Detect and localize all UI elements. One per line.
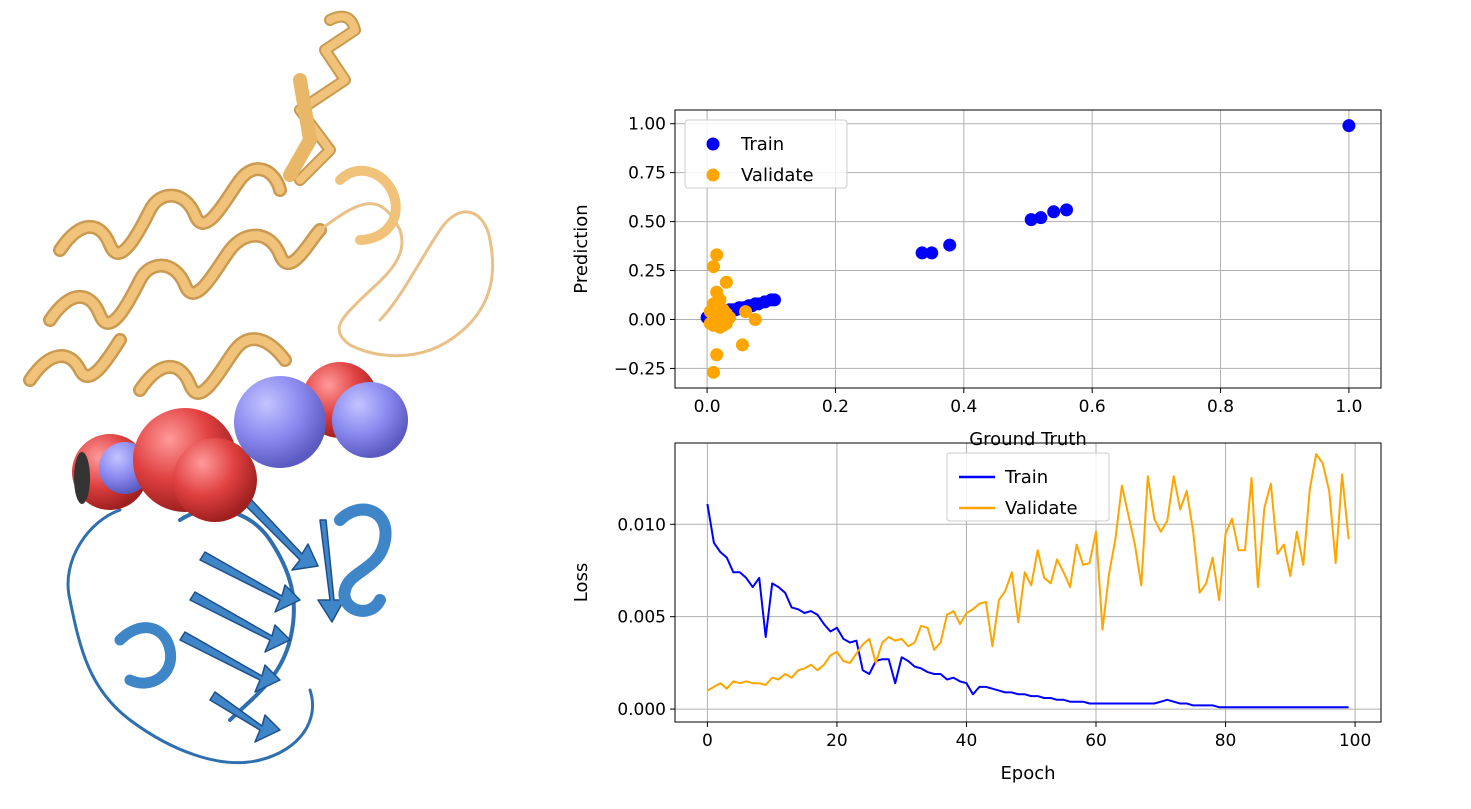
loss-x-axis-label: Epoch bbox=[1000, 763, 1055, 784]
loss-x-tick-label: 100 bbox=[1339, 731, 1371, 751]
loss-y-tick-label: 0.010 bbox=[617, 515, 666, 535]
scatter-y-tick-label: 0.50 bbox=[628, 213, 666, 233]
scatter-point-validate bbox=[719, 316, 733, 330]
loss-legend: Train Validate bbox=[946, 452, 1110, 522]
scatter-point-train bbox=[1342, 119, 1356, 133]
orange-domain bbox=[23, 10, 495, 400]
ligand-spheres bbox=[72, 362, 408, 522]
scatter-point-train bbox=[767, 293, 781, 307]
loss-x-tick-label: 40 bbox=[956, 731, 978, 751]
scatter-x-tick-label: 0.6 bbox=[1079, 397, 1106, 417]
scatter-y-tick-label: −0.25 bbox=[614, 359, 666, 379]
scatter-chart: 0.0 0.2 0.4 0.6 0.8 1.0 −0.25 0.00 0.25 0.50 0.75 1… bbox=[571, 109, 1382, 450]
loss-line-chart: 0 20 40 60 80 100 0.000 0.005 0.010 Epoch Loss T… bbox=[571, 442, 1382, 784]
scatter-legend-label: Validate bbox=[741, 165, 814, 186]
loss-line-train bbox=[706, 503, 1349, 709]
loss-y-tick-label: 0.005 bbox=[617, 608, 666, 628]
scatter-x-tick-label: 0.0 bbox=[694, 397, 721, 417]
scatter-plot-frame bbox=[674, 109, 1382, 389]
scatter-legend-marker bbox=[706, 137, 720, 151]
loss-x-tick-label: 80 bbox=[1215, 731, 1237, 751]
loss-plot-frame bbox=[674, 442, 1382, 723]
scatter-point-validate bbox=[710, 348, 724, 362]
scatter-point-validate bbox=[707, 260, 721, 274]
scatter-point-validate bbox=[707, 365, 721, 379]
scatter-point-train bbox=[1024, 213, 1038, 227]
scatter-point-train bbox=[915, 246, 929, 260]
protein-structure-illustration bbox=[23, 10, 495, 765]
loss-ticks: 0 20 40 60 80 100 0.000 0.005 0.010 bbox=[617, 515, 1371, 751]
scatter-legend-box bbox=[684, 119, 848, 189]
loss-legend-label: Train bbox=[1004, 467, 1048, 488]
scatter-point-validate bbox=[710, 248, 724, 262]
scatter-point-train bbox=[925, 246, 939, 260]
scatter-y-axis-label: Prediction bbox=[571, 204, 592, 293]
loss-x-tick-label: 60 bbox=[1085, 731, 1107, 751]
scatter-legend-label: Train bbox=[740, 134, 784, 155]
scatter-legend: Train Validate bbox=[684, 119, 848, 189]
scatter-y-tick-label: 0.25 bbox=[628, 262, 666, 282]
scatter-y-tick-label: 0.00 bbox=[628, 310, 666, 330]
scatter-x-tick-label: 1.0 bbox=[1335, 397, 1362, 417]
scatter-y-tick-label: 1.00 bbox=[628, 115, 666, 135]
loss-lines bbox=[706, 453, 1350, 709]
scatter-point-train bbox=[1060, 203, 1074, 217]
loss-x-tick-label: 20 bbox=[826, 731, 848, 751]
scatter-point-validate bbox=[735, 338, 749, 352]
scatter-ticks: 0.0 0.2 0.4 0.6 0.8 1.0 −0.25 0.00 0.25 0.50 0.75 1… bbox=[614, 115, 1363, 417]
scatter-point-train bbox=[1034, 211, 1048, 225]
loss-legend-box bbox=[946, 452, 1110, 522]
scatter-x-tick-label: 0.8 bbox=[1207, 397, 1234, 417]
scatter-points bbox=[700, 119, 1356, 379]
scatter-point-validate bbox=[748, 312, 762, 326]
scatter-x-axis-label: Ground Truth bbox=[969, 429, 1087, 450]
loss-y-axis-label: Loss bbox=[571, 563, 592, 602]
scatter-x-tick-label: 0.4 bbox=[950, 397, 977, 417]
loss-x-tick-label: 0 bbox=[702, 731, 713, 751]
loss-y-tick-label: 0.000 bbox=[617, 700, 666, 720]
loss-line-validate bbox=[706, 453, 1350, 692]
scatter-grid bbox=[675, 110, 1381, 388]
charts-panel: 0.0 0.2 0.4 0.6 0.8 1.0 −0.25 0.00 0.25 0.50 0.75 1… bbox=[571, 109, 1382, 784]
loss-grid bbox=[675, 443, 1381, 722]
scatter-y-tick-label: 0.75 bbox=[628, 164, 666, 184]
blue-domain bbox=[66, 493, 392, 765]
scatter-point-validate bbox=[719, 275, 733, 289]
scatter-point-train bbox=[1047, 205, 1061, 219]
loss-legend-label: Validate bbox=[1005, 498, 1078, 519]
scatter-point-train bbox=[943, 238, 957, 252]
scatter-point-validate bbox=[739, 305, 753, 319]
scatter-legend-marker bbox=[706, 168, 720, 182]
scatter-x-tick-label: 0.2 bbox=[822, 397, 849, 417]
